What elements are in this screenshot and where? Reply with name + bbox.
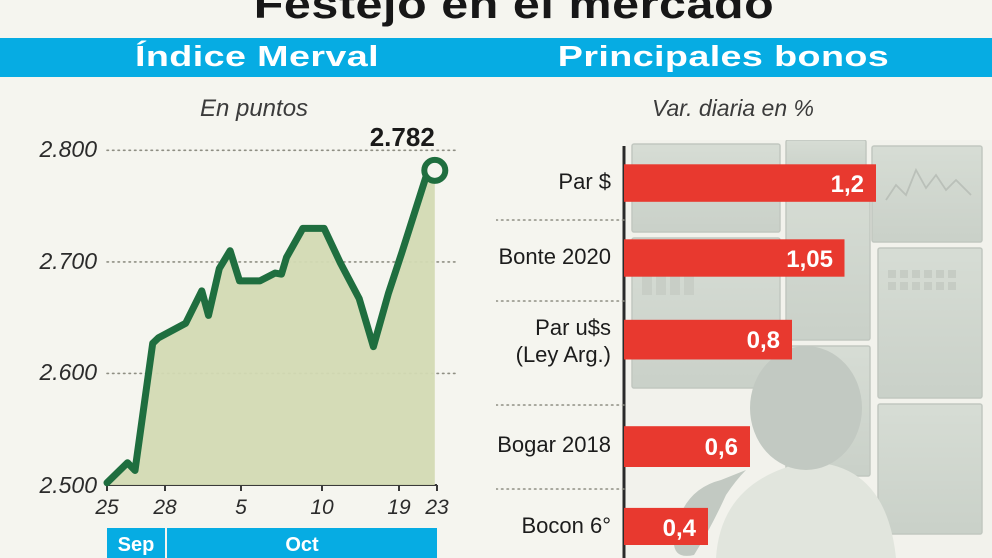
- svg-text:5: 5: [235, 496, 247, 519]
- svg-text:2.500: 2.500: [38, 472, 97, 498]
- svg-text:10: 10: [310, 496, 334, 519]
- svg-text:Par $: Par $: [558, 169, 611, 194]
- svg-text:Oct: Oct: [285, 534, 319, 556]
- svg-text:Sep: Sep: [118, 534, 155, 556]
- svg-text:28: 28: [152, 496, 177, 519]
- svg-text:0,6: 0,6: [705, 434, 738, 461]
- svg-text:Bocon 6°: Bocon 6°: [521, 513, 611, 538]
- svg-text:1,05: 1,05: [786, 246, 833, 273]
- svg-text:Par u$s: Par u$s: [535, 315, 611, 340]
- svg-text:23: 23: [424, 496, 449, 519]
- svg-text:1,2: 1,2: [831, 171, 864, 198]
- svg-text:Bonte 2020: Bonte 2020: [498, 244, 611, 269]
- svg-text:25: 25: [94, 496, 119, 519]
- svg-text:2.782: 2.782: [370, 122, 435, 152]
- svg-text:0,8: 0,8: [747, 327, 780, 354]
- svg-text:19: 19: [387, 496, 411, 519]
- svg-text:2.600: 2.600: [38, 359, 97, 385]
- svg-text:2.700: 2.700: [38, 248, 97, 274]
- svg-text:Bogar 2018: Bogar 2018: [497, 432, 611, 457]
- svg-text:0,4: 0,4: [663, 515, 697, 542]
- svg-text:(Ley Arg.): (Ley Arg.): [516, 342, 611, 367]
- svg-text:2.800: 2.800: [38, 136, 97, 162]
